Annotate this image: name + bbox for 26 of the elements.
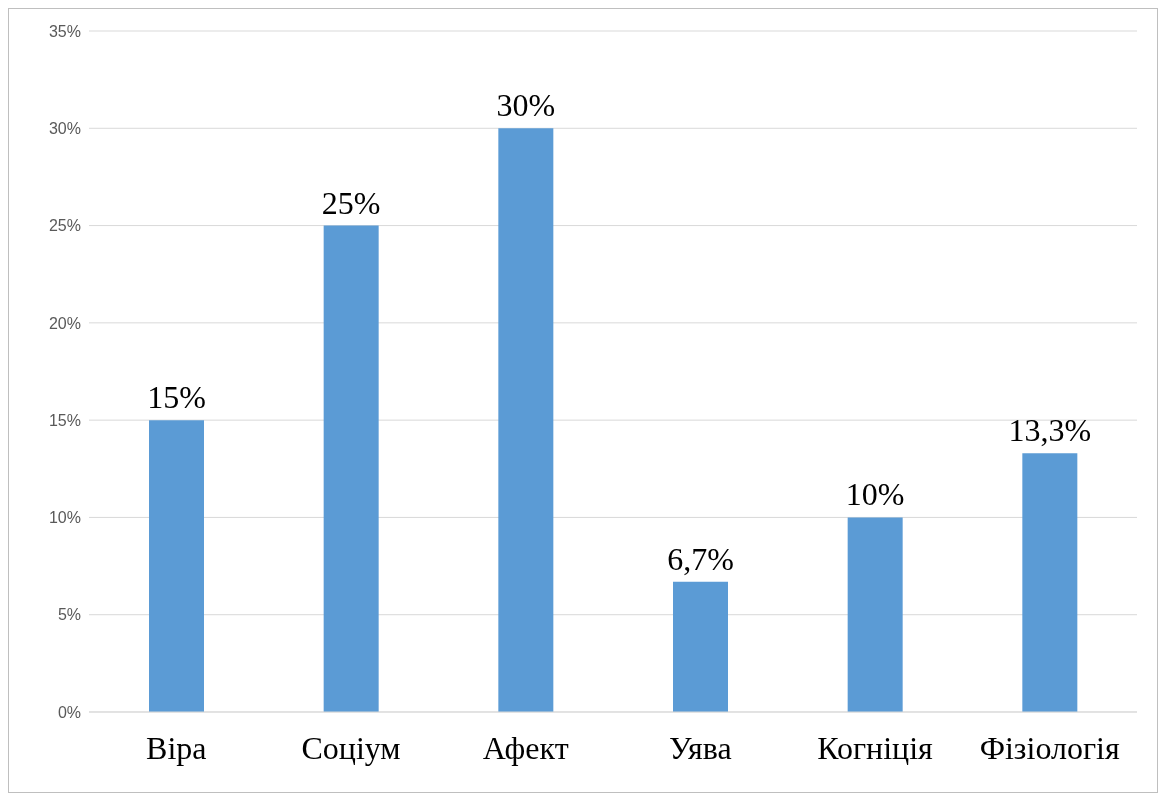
y-tick-label: 20% [48,314,81,332]
y-tick-label: 15% [48,411,81,429]
y-tick-label: 30% [48,119,81,137]
bar [1022,453,1078,712]
x-tick-label: Уява [669,729,732,766]
data-label: 6,7% [667,540,734,577]
x-tick-label: Фізіологія [979,729,1120,766]
bar [323,225,379,712]
x-tick-label: Соціум [301,729,401,766]
data-label: 13,3% [1008,412,1092,449]
y-tick-label: 5% [57,606,81,624]
y-tick-label: 0% [57,703,81,721]
bar [847,517,903,712]
y-tick-label: 10% [48,509,81,527]
y-tick-label: 25% [48,217,81,235]
bar [673,581,728,712]
x-tick-label: Віра [146,729,207,766]
x-tick-label: Когніція [817,729,934,766]
data-label: 10% [845,476,905,513]
data-label: 15% [147,379,206,416]
y-tick-label: 35% [48,22,81,40]
data-label: 25% [321,184,381,221]
bar [498,128,554,712]
bar [149,420,204,712]
data-label: 30% [496,87,556,124]
x-tick-label: Афект [482,729,569,766]
